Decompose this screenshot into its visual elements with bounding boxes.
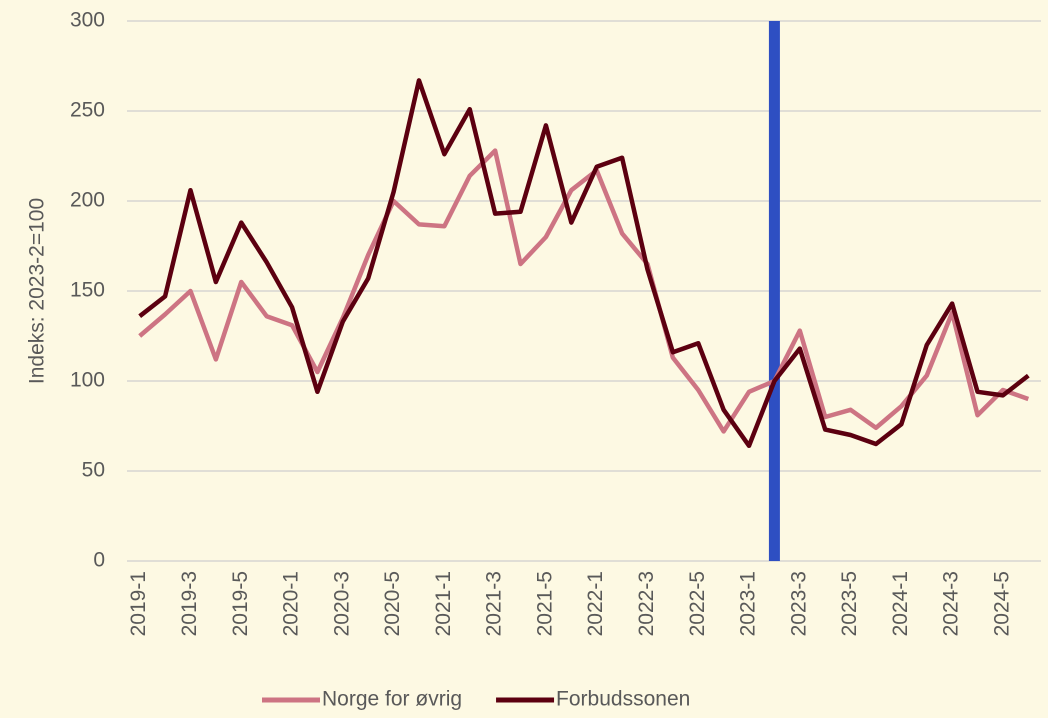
x-tick-label: 2021-3 bbox=[483, 571, 506, 636]
x-tick-label: 2023-1 bbox=[737, 571, 760, 636]
y-tick-label: 150 bbox=[70, 279, 105, 302]
y-tick-label: 0 bbox=[93, 549, 105, 572]
x-tick-label: 2024-1 bbox=[889, 571, 912, 636]
x-tick-label: 2020-1 bbox=[280, 571, 303, 636]
legend-label: Norge for øvrig bbox=[322, 688, 462, 711]
series-line bbox=[138, 148, 1030, 434]
x-tick-label: 2024-5 bbox=[990, 571, 1013, 636]
y-tick-label: 200 bbox=[70, 189, 105, 212]
x-tick-label: 2020-3 bbox=[330, 571, 353, 636]
y-tick-label: 250 bbox=[70, 99, 105, 122]
series-line bbox=[138, 78, 1030, 449]
y-tick-label: 50 bbox=[82, 459, 105, 482]
x-tick-label: 2019-1 bbox=[127, 571, 150, 636]
x-tick-label: 2022-5 bbox=[686, 571, 709, 636]
x-tick-label: 2019-5 bbox=[229, 571, 252, 636]
reference-line bbox=[768, 21, 780, 561]
x-tick-label: 2021-5 bbox=[533, 571, 556, 636]
x-tick-label: 2023-5 bbox=[838, 571, 861, 636]
x-tick-label: 2019-3 bbox=[178, 571, 201, 636]
y-axis-label: Indeks: 2023-2=100 bbox=[26, 198, 49, 384]
x-tick-label: 2024-3 bbox=[940, 571, 963, 636]
legend-label: Forbudssonen bbox=[556, 688, 690, 711]
x-tick-label: 2021-1 bbox=[432, 571, 455, 636]
x-tick-label: 2022-3 bbox=[635, 571, 658, 636]
x-tick-label: 2023-3 bbox=[787, 571, 810, 636]
y-tick-label: 300 bbox=[70, 9, 105, 32]
x-tick-label: 2020-5 bbox=[381, 571, 404, 636]
x-tick-label: 2022-1 bbox=[584, 571, 607, 636]
y-tick-label: 100 bbox=[70, 369, 105, 392]
